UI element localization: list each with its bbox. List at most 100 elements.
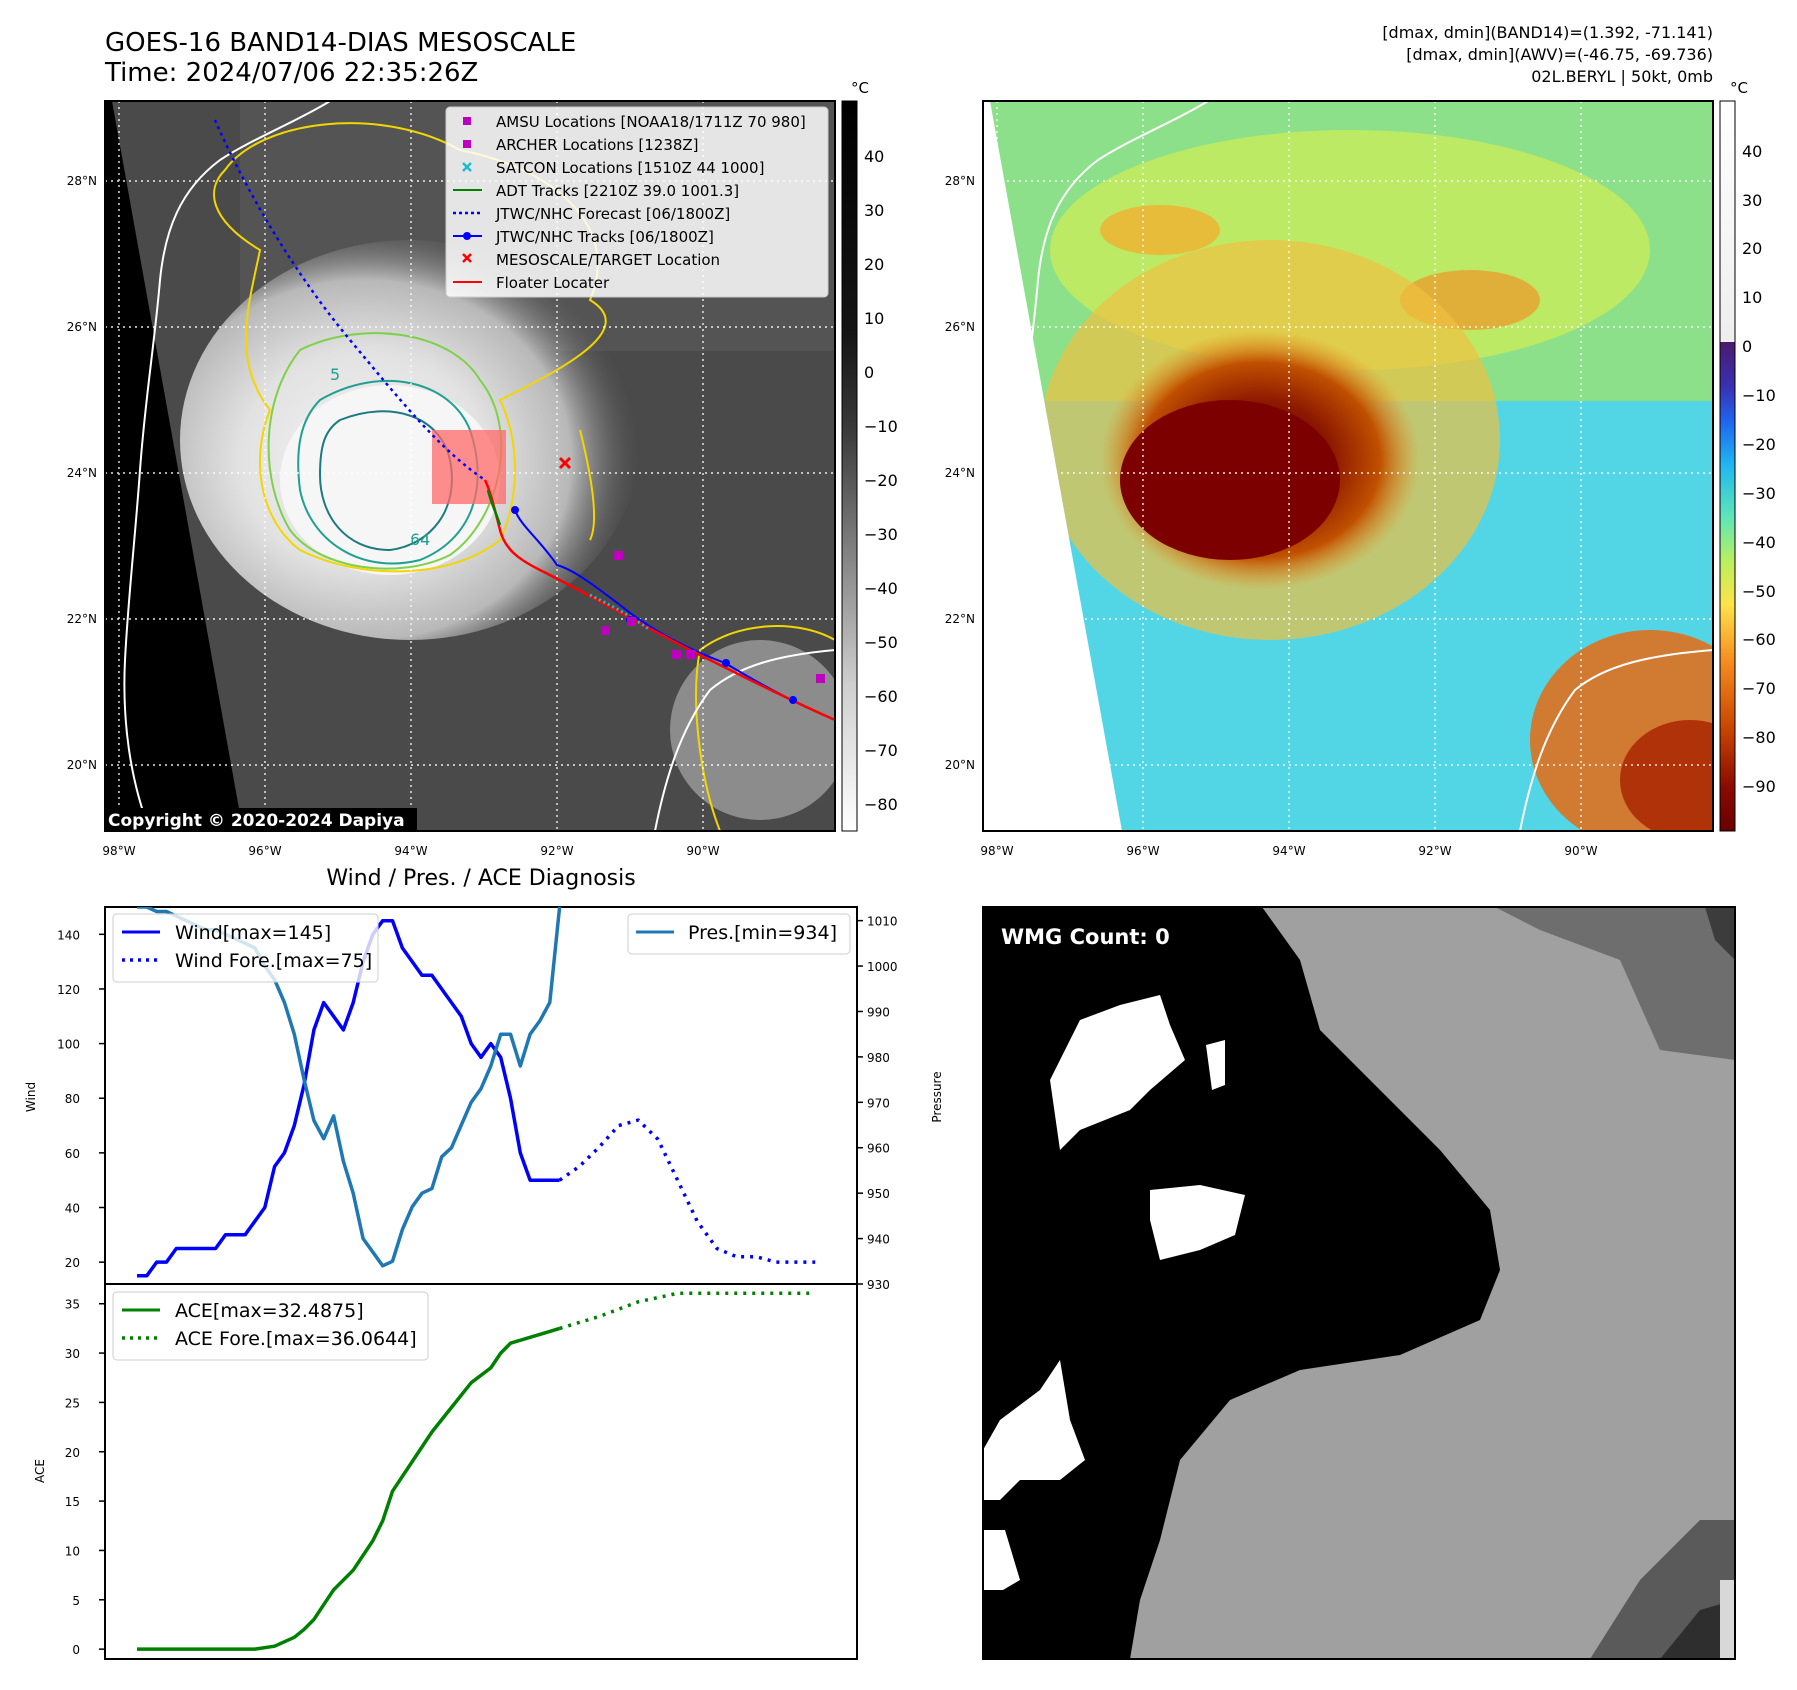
axis-tick-label: 30 bbox=[65, 1347, 80, 1361]
map2-lon-label: 90°W bbox=[1564, 844, 1597, 858]
map1-east-clouds bbox=[670, 640, 835, 820]
map1-no-data bbox=[105, 101, 243, 831]
axis-tick-label: 100 bbox=[57, 1038, 80, 1052]
axis-tick-label: 15 bbox=[65, 1495, 80, 1509]
map2-lon-label: 96°W bbox=[1126, 844, 1159, 858]
map2-lat-label: 24°N bbox=[945, 466, 975, 480]
map1-amsu-archer-markers bbox=[601, 551, 825, 683]
cbar2-ticks: 40 30 20 10 0 −10 −20 −30 −40 −50 −60 −7… bbox=[1742, 142, 1776, 796]
legend-wind-fore: Wind Fore.[max=75] bbox=[175, 950, 372, 972]
cbar2-tick: −10 bbox=[1742, 386, 1776, 405]
legend-satcon: SATCON Locations [1510Z 44 1000] bbox=[496, 159, 764, 177]
cbar1-tick: 40 bbox=[864, 147, 884, 166]
axis-tick-label: 940 bbox=[867, 1233, 890, 1247]
cbar1-tick: 30 bbox=[864, 201, 884, 220]
map1-adt-track bbox=[486, 489, 502, 526]
figure-title: GOES-16 BAND14-DIAS MESOSCALE bbox=[105, 28, 576, 58]
axis-tick-label: 120 bbox=[57, 983, 80, 997]
legend-amsu: AMSU Locations [NOAA18/1711Z 70 980] bbox=[496, 113, 806, 131]
axis-tick-label: 1010 bbox=[867, 915, 898, 929]
series-line-ace-fore bbox=[559, 1291, 816, 1331]
cbar2-tick: −50 bbox=[1742, 582, 1776, 601]
copyright-text: Copyright © 2020-2024 Dapiya bbox=[108, 811, 405, 831]
cbar2-tick: −40 bbox=[1742, 533, 1776, 552]
cbar1-tick: 20 bbox=[864, 255, 884, 274]
cbar1-unit: °C bbox=[851, 79, 869, 97]
map1-satcon-track bbox=[589, 593, 651, 632]
map1-forecast-track bbox=[213, 119, 486, 482]
cbar2-tick: −60 bbox=[1742, 630, 1776, 649]
legend-ace: ACE[max=32.4875] bbox=[175, 1300, 364, 1322]
series-line-ace bbox=[137, 1326, 561, 1651]
ace-ylabel: ACE bbox=[33, 1459, 47, 1483]
map2-no-data bbox=[983, 101, 1122, 831]
cbar1-tick: −20 bbox=[864, 471, 898, 490]
wind-legend-box bbox=[112, 913, 379, 983]
axis-tick-label: 20 bbox=[65, 1446, 80, 1460]
wmg-band-dark bbox=[1705, 907, 1735, 960]
axis-tick-label: 0 bbox=[72, 1643, 80, 1657]
axis-tick-label: 80 bbox=[65, 1092, 80, 1106]
wmg-panel: WMG Count: 0 bbox=[982, 906, 1736, 1660]
axis-tick-label: 980 bbox=[867, 1051, 890, 1065]
cbar2-tick: −90 bbox=[1742, 777, 1776, 796]
wmg-band-gray bbox=[1495, 907, 1735, 1060]
cbar1-tick: −10 bbox=[864, 417, 898, 436]
axis-tick-label: 140 bbox=[57, 928, 80, 942]
map1-lon-label: 90°W bbox=[686, 844, 719, 858]
map1-contour-band bbox=[579, 429, 596, 541]
info-storm: 02L.BERYL | 50kt, 0mb bbox=[1531, 67, 1713, 86]
axis-tick-label: 990 bbox=[867, 1005, 890, 1019]
map2-cluster bbox=[1100, 205, 1220, 255]
cbar2-tick: −30 bbox=[1742, 484, 1776, 503]
map1-lon-label: 98°W bbox=[102, 844, 135, 858]
map-awv: 28°N 26°N 24°N 22°N 20°N 98°W 96°W 94°W … bbox=[945, 79, 1776, 858]
map2-frame bbox=[982, 100, 1714, 832]
map1-lon-label: 92°W bbox=[540, 844, 573, 858]
axis-tick-label: 40 bbox=[65, 1202, 80, 1216]
axis-tick-label: 25 bbox=[65, 1396, 80, 1410]
pressure-legend-box bbox=[627, 913, 851, 955]
cbar1-tick: −60 bbox=[864, 687, 898, 706]
map1-lon-labels: 98°W 96°W 94°W 92°W 90°W bbox=[102, 844, 719, 858]
map1-lat-label: 20°N bbox=[67, 758, 97, 772]
map2-lon-label: 92°W bbox=[1418, 844, 1451, 858]
map2-lon-label: 98°W bbox=[980, 844, 1013, 858]
wmg-blob bbox=[1206, 1040, 1225, 1090]
cbar2-tick: 20 bbox=[1742, 239, 1762, 258]
axis-tick-label: 20 bbox=[65, 1256, 80, 1270]
figure-time: Time: 2024/07/06 22:35:26Z bbox=[104, 58, 478, 88]
axis-tick-label: 930 bbox=[867, 1278, 890, 1292]
map1-lat-label: 26°N bbox=[67, 320, 97, 334]
diagnosis-panel: Wind / Pres. / ACE Diagnosis Wind Pressu… bbox=[24, 866, 944, 1660]
map1-target-box bbox=[432, 430, 506, 504]
map1-contour-east bbox=[695, 625, 835, 831]
legend-floater: Floater Locater bbox=[496, 274, 610, 292]
cbar2-tick: −80 bbox=[1742, 728, 1776, 747]
info-band14-range: [dmax, dmin](BAND14)=(1.392, -71.141) bbox=[1382, 23, 1713, 42]
legend-square-icon bbox=[463, 140, 471, 148]
axis-tick-label: 950 bbox=[867, 1187, 890, 1201]
map1-track-point bbox=[722, 659, 730, 667]
wmg-blob bbox=[983, 1360, 1085, 1500]
axis-tick-label: 35 bbox=[65, 1298, 80, 1312]
ace-yticks: 35 30 25 20 15 10 5 0 bbox=[65, 1298, 105, 1657]
map1-coastline-gulf bbox=[123, 101, 331, 831]
cbar1-tick: −40 bbox=[864, 579, 898, 598]
map2-coldest bbox=[1120, 400, 1340, 560]
map2-coastline-yucatan bbox=[1519, 649, 1713, 831]
series-line-wind-fore bbox=[558, 1118, 816, 1264]
cbar2-tick: 10 bbox=[1742, 288, 1762, 307]
map1-lon-label: 96°W bbox=[248, 844, 281, 858]
map1-frame bbox=[104, 100, 836, 832]
axis-tick-label: 960 bbox=[867, 1142, 890, 1156]
pressure-ylabel: Pressure bbox=[930, 1071, 944, 1122]
pressure-yticks: 1010 1000 990 980 970 960 950 940 930 bbox=[857, 915, 898, 1292]
map1-lat-label: 22°N bbox=[67, 612, 97, 626]
map2-lat-label: 28°N bbox=[945, 174, 975, 188]
map1-contour-green bbox=[267, 332, 503, 570]
map1-lat-label: 24°N bbox=[67, 466, 97, 480]
legend-tracks: JTWC/NHC Tracks [06/1800Z] bbox=[495, 228, 714, 246]
wmg-count: WMG Count: 0 bbox=[1001, 925, 1170, 949]
map2-lat-label: 26°N bbox=[945, 320, 975, 334]
